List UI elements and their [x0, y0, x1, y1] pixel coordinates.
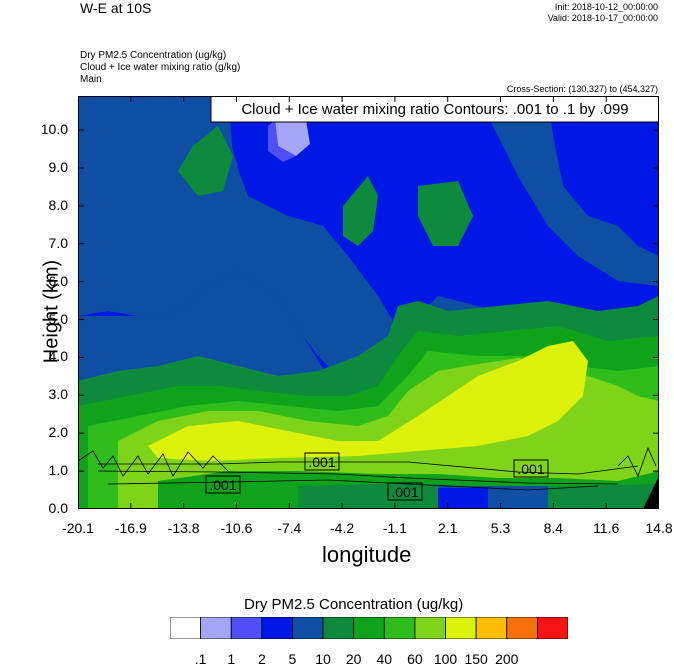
contour-region-20	[343, 176, 378, 246]
cloud-contours	[78, 446, 657, 491]
field-line-1: Dry PM2.5 Concentration (ug/kg)	[80, 50, 227, 61]
contour-region-150	[148, 341, 588, 461]
cloud-contour-line	[78, 450, 229, 477]
y-tick-label: 0.0	[48, 500, 68, 516]
colorbar-swatch	[414, 617, 446, 639]
colorbar-tick-label: 100	[433, 651, 458, 667]
x-tick-label: -4.2	[330, 520, 355, 536]
y-tick-label: 7.0	[48, 234, 68, 251]
x-tick-label: 11.6	[593, 520, 620, 536]
contour-label-box	[513, 459, 549, 478]
contour-label: .001	[209, 477, 236, 493]
contour-label: .001	[517, 461, 544, 477]
colorbar	[170, 617, 568, 639]
colorbar-swatch	[383, 617, 416, 639]
field-line-3: Main	[80, 74, 102, 85]
cloud-contour-line	[97, 470, 619, 485]
contour-region-10	[78, 96, 408, 406]
colorbar-swatch	[292, 617, 324, 639]
colorbar-title: Dry PM2.5 Concentration (ug/kg)	[244, 596, 464, 613]
contour-labels: .001 .001 .001 .001	[205, 452, 549, 501]
contour-label-box	[205, 475, 241, 494]
colorbar-swatch	[506, 617, 538, 639]
colorbar-tick-label: 60	[407, 651, 423, 667]
contour-region-20	[178, 126, 233, 196]
contour-region-20	[418, 181, 473, 246]
overlay-title: Cloud + Ice water mixing ratio Contours:…	[241, 101, 628, 118]
init-time: Init: 2018-10-12_00:00:00	[554, 2, 658, 12]
x-tick-label: 14.8	[645, 520, 673, 536]
x-tick-label: -1.1	[382, 520, 407, 536]
x-tick-label: 5.3	[490, 520, 511, 536]
contour-region-10	[478, 96, 659, 286]
x-tick-label: -7.4	[277, 520, 302, 536]
y-tick-label: 4.0	[48, 348, 68, 365]
y-tick-label: 6.0	[48, 272, 68, 289]
cloud-contour-line	[617, 446, 657, 478]
filled-contours	[78, 96, 659, 509]
colorbar-swatch	[353, 617, 385, 639]
colorbar-tick-label: 1	[227, 651, 236, 667]
contour-region-5	[438, 488, 488, 509]
x-tick-label: -10.6	[220, 520, 253, 536]
contour-label: .001	[308, 454, 335, 470]
x-tick-label: 8.4	[543, 520, 564, 536]
axis-tickmarks	[78, 96, 659, 509]
plot-frame	[78, 96, 659, 509]
y-tick-label: 9.0	[48, 158, 68, 175]
y-tick-label: 3.0	[48, 386, 68, 403]
x-tick-label: 2.1	[437, 520, 458, 536]
colorbar-tick-label: .1	[194, 651, 207, 667]
cloud-contour-line	[98, 461, 639, 475]
chart-title: W-E at 10S	[80, 0, 152, 16]
colorbar-tick-label: 10	[315, 651, 331, 667]
valid-time: Valid: 2018-10-17_00:00:00	[547, 13, 658, 23]
terrain	[643, 476, 659, 509]
colorbar-tick-label: 20	[345, 651, 362, 667]
contour-region-2	[268, 120, 296, 162]
colorbar-swatch	[200, 617, 232, 639]
x-tick-label: -13.8	[167, 520, 200, 536]
colorbar-swatch	[230, 617, 263, 639]
x-tick-label: -16.9	[114, 520, 147, 536]
contour-label: .001	[391, 484, 418, 500]
field-line-2: Cloud + Ice water mixing ratio (g/kg)	[80, 62, 241, 73]
contour-region-1	[275, 120, 310, 156]
colorbar-swatch	[445, 617, 477, 639]
y-tick-label: 2.0	[48, 424, 68, 441]
colorbar-tick-label: 40	[376, 651, 393, 667]
colorbar-tick-label: 150	[464, 651, 488, 667]
y-tick-label: 8.0	[48, 196, 68, 213]
x-axis-label: longitude	[322, 542, 412, 567]
colorbar-swatch	[536, 617, 568, 639]
colorbar-swatch	[261, 617, 293, 639]
cross-section-label: Cross-Section: (130,327) to (454,327)	[506, 84, 658, 94]
colorbar-swatch	[322, 617, 355, 639]
colorbar-swatch	[170, 617, 202, 639]
colorbar-swatch	[475, 617, 508, 639]
colorbar-tick-label: 200	[495, 651, 519, 667]
x-tick-label: -20.1	[62, 520, 94, 536]
y-tick-label: 1.0	[48, 462, 68, 479]
y-tick-label: 5.0	[48, 310, 68, 327]
cloud-contour-line	[107, 479, 599, 491]
contour-label-box	[387, 482, 423, 501]
cross-section-plot: .001 .001 .001 .001 Cloud + Ice water mi…	[78, 96, 659, 509]
contour-label-box	[304, 452, 340, 471]
overlay-title-box	[210, 96, 659, 123]
colorbar-tick-label: 5	[288, 651, 297, 667]
colorbar-tick-label: 2	[257, 651, 266, 667]
y-tick-label: 10.0	[40, 121, 68, 138]
